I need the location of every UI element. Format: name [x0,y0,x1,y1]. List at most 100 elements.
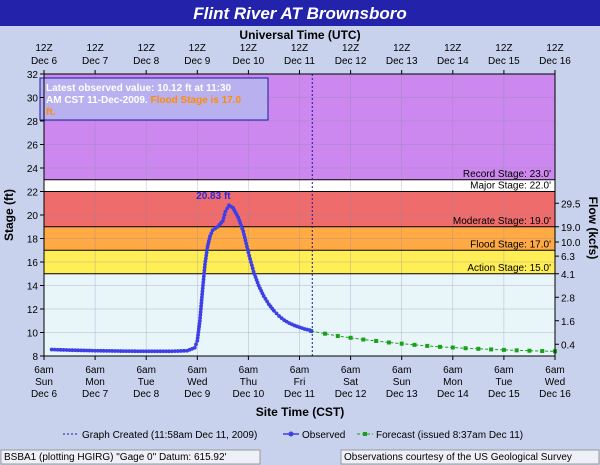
bottom-tick-label: Dec 7 [82,389,109,400]
observed-point [167,349,171,354]
observed-point [144,349,149,354]
observed-point [49,347,54,352]
observed-point [203,262,207,267]
bottom-tick-label: Dec 6 [31,389,58,400]
legend-observed-marker [288,431,294,437]
bottom-tick-label: Mon [443,377,462,388]
observed-point [73,348,78,353]
observed-point [179,349,183,353]
info-box: Latest observed value: 10.12 ft at 11:30… [39,77,269,121]
observed-point [202,265,207,270]
legend-forecast-marker [363,432,367,436]
observed-point [199,295,204,300]
observed-point [263,296,268,301]
observed-point [107,349,112,353]
observed-point [152,349,157,354]
observed-point [101,348,106,353]
bottom-tick-label: Thu [240,377,257,388]
bottom-tick-label: Dec 9 [184,389,211,400]
observed-point [52,347,57,352]
top-tick-label: 12Z [393,43,410,54]
forecast-point [399,341,404,346]
observed-point [309,329,314,333]
observed-point [222,212,227,217]
observed-point [155,349,160,354]
footer-right-text: Observations courtesy of the US Geologic… [344,452,572,463]
bottom-tick-label: 6am [494,365,513,376]
axes: 8 10 12 14 16 18 20 22 24 26 28 30 32 0.4 1.6 2.8 4.1 6.3… [27,43,581,400]
observed-point [204,253,209,258]
observed-point [198,315,203,320]
bottom-tick-label: Sun [35,377,53,388]
top-tick-date: Dec 15 [488,56,520,67]
observed-point [70,348,75,353]
observed-point [200,289,205,294]
bottom-tick-label: 6am [392,365,411,376]
observed-point [241,229,246,234]
bottom-tick-label: Dec 15 [488,389,520,400]
bottom-tick-label: 6am [290,365,309,376]
observed-point [195,335,200,340]
observed-point [135,349,140,354]
title-banner [0,0,600,26]
bottom-tick-label: Dec 13 [386,389,418,400]
observed-point [209,231,214,236]
major-stage-label: Major Stage: 22.0' [470,181,551,192]
top-tick-label: 12Z [495,43,512,54]
observed-point [204,250,209,255]
y-tick-label: 16 [27,258,39,269]
observed-point [87,348,92,353]
info-line-3: ft. [46,107,56,118]
bottom-tick-label: Dec 12 [335,389,367,400]
forecast-point [374,338,379,343]
top-tick-label: 12Z [342,43,359,54]
forecast-point [335,334,340,339]
observed-point [261,294,266,298]
observed-point [202,268,207,273]
bottom-tick-label: 6am [136,365,155,376]
observed-point [225,206,230,211]
observed-point [149,349,154,354]
top-tick-label: 12Z [546,43,563,54]
observed-point [138,349,143,354]
y-axis-title: Stage (ft) [2,189,16,241]
y-tick-label: 12 [27,305,39,316]
observed-point [249,260,253,264]
observed-point [158,349,163,354]
y2-tick-label: 4.1 [561,270,575,281]
top-tick-label: 12Z [291,43,308,54]
observed-point [84,348,89,353]
observed-point [58,347,63,352]
observed-point [147,349,151,354]
observed-point [198,312,203,317]
top-tick-date: Dec 12 [335,56,367,67]
forecast-point [361,337,366,342]
svg-text:AM CST 11-Dec-2009. Flood Stag: AM CST 11-Dec-2009. Flood Stage is 17.0 [46,95,242,106]
top-tick-label: 12Z [35,43,52,54]
observed-point [98,348,103,353]
forecast-point [540,349,545,354]
observed-point [249,263,254,268]
observed-point [67,348,72,353]
y-tick-label: 24 [27,164,39,175]
moderate-stage-label: Moderate Stage: 19.0' [453,216,551,227]
action-stage-label: Action Stage: 15.0' [467,263,551,274]
observed-point [104,348,109,353]
y-tick-label: 18 [27,235,39,246]
forecast-point [450,345,455,350]
forecast-point [514,348,519,353]
footer-left-box [0,449,261,465]
top-tick-date: Dec 7 [82,56,109,67]
observed-point [250,266,255,271]
observed-point [201,283,205,288]
top-tick-date: Dec 9 [184,56,211,67]
info-line-1: Latest observed value: 10.12 ft at 11:30 [46,83,232,94]
observed-point [242,232,246,237]
observed-point [272,308,276,313]
peak-label: 20.83 ft [196,191,231,202]
observed-point [127,349,132,354]
forecast-point [527,348,532,353]
observed-series [49,203,314,354]
observed-point [55,347,60,352]
